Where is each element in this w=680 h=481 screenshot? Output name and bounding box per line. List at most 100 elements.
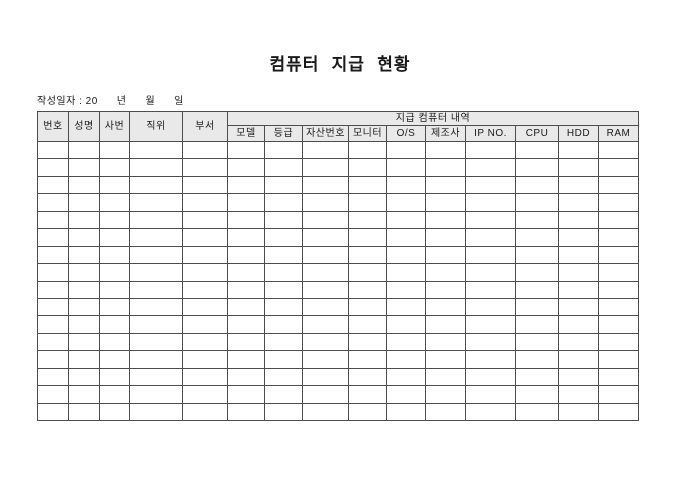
table-cell (425, 367, 466, 387)
table-cell (37, 297, 69, 317)
table-row (37, 158, 639, 177)
table-cell (302, 228, 349, 247)
table-cell (37, 175, 69, 195)
table-cell (129, 228, 183, 247)
table-cell (302, 245, 349, 265)
table-cell (465, 140, 516, 160)
table-cell (558, 228, 599, 247)
computer-column-header: RAM (598, 125, 639, 142)
table-cell (227, 280, 265, 299)
table-cell (68, 140, 100, 160)
table-cell (386, 385, 426, 404)
table-cell (425, 385, 466, 404)
table-cell (129, 140, 183, 160)
table-cell (302, 315, 349, 334)
table-cell (465, 315, 516, 334)
table-cell (129, 193, 183, 212)
table-cell (99, 158, 130, 177)
table-row (37, 385, 639, 404)
table-cell (99, 297, 130, 317)
table-cell (386, 228, 426, 247)
person-column-header: 번호 (37, 111, 69, 142)
table-cell (227, 350, 265, 369)
person-column-header: 사번 (99, 111, 130, 142)
table-cell (386, 280, 426, 299)
table-cell (264, 280, 303, 299)
table-header: 번호 성명 사번 직위 부서 지급 컴퓨터 내역 모델 등급 자산번호 모니터 O/S 제조사 IP … (37, 111, 639, 142)
table-cell (425, 175, 466, 195)
table-cell (302, 263, 349, 282)
table-cell (68, 228, 100, 247)
table-cell (68, 158, 100, 177)
table-cell (182, 140, 228, 160)
table-cell (99, 228, 130, 247)
person-column-header: 성명 (68, 111, 100, 142)
table-row (37, 193, 639, 212)
table-cell (264, 210, 303, 230)
table-cell (182, 175, 228, 195)
table-cell (465, 332, 516, 352)
table-cell (264, 350, 303, 369)
table-cell (598, 158, 639, 177)
computer-column-header: O/S (386, 125, 426, 142)
table-cell (386, 245, 426, 265)
table-cell (37, 158, 69, 177)
table-row (37, 263, 639, 282)
table-cell (99, 385, 130, 404)
table-cell (68, 193, 100, 212)
date-day-label: 일 (174, 96, 184, 107)
table-cell (598, 385, 639, 404)
table-cell (264, 193, 303, 212)
table-cell (68, 385, 100, 404)
table-cell (99, 193, 130, 212)
table-cell (558, 350, 599, 369)
computer-column-header: 제조사 (425, 125, 466, 142)
table-cell (348, 350, 387, 369)
computer-column-header: 등급 (264, 125, 303, 142)
table-cell (302, 367, 349, 387)
table-cell (348, 315, 387, 334)
table-cell (227, 263, 265, 282)
table-cell (227, 158, 265, 177)
table-cell (386, 210, 426, 230)
table-cell (558, 140, 599, 160)
table-cell (264, 175, 303, 195)
table-cell (515, 245, 559, 265)
table-cell (302, 280, 349, 299)
table-cell (129, 263, 183, 282)
table-cell (68, 210, 100, 230)
table-body (37, 140, 639, 422)
table-cell (182, 332, 228, 352)
table-cell (302, 297, 349, 317)
table-cell (465, 385, 516, 404)
table-cell (465, 175, 516, 195)
table-cell (386, 332, 426, 352)
table-cell (386, 367, 426, 387)
table-cell (348, 385, 387, 404)
table-cell (425, 263, 466, 282)
table-cell (558, 280, 599, 299)
table-cell (99, 245, 130, 265)
table-cell (264, 315, 303, 334)
table-cell (386, 297, 426, 317)
table-cell (515, 280, 559, 299)
table-row (37, 350, 639, 369)
table-cell (558, 175, 599, 195)
table-row (37, 228, 639, 247)
table-cell (302, 140, 349, 160)
table-cell (37, 350, 69, 369)
person-column-header: 부서 (182, 111, 228, 142)
table-cell (348, 367, 387, 387)
table-cell (465, 245, 516, 265)
table-row (37, 140, 639, 160)
date-year-label: 년 (116, 96, 127, 107)
table-cell (598, 315, 639, 334)
table-cell (227, 297, 265, 317)
table-cell (425, 210, 466, 230)
table-cell (227, 385, 265, 404)
table-cell (99, 210, 130, 230)
table-cell (264, 158, 303, 177)
table-cell (598, 297, 639, 317)
table-cell (598, 210, 639, 230)
